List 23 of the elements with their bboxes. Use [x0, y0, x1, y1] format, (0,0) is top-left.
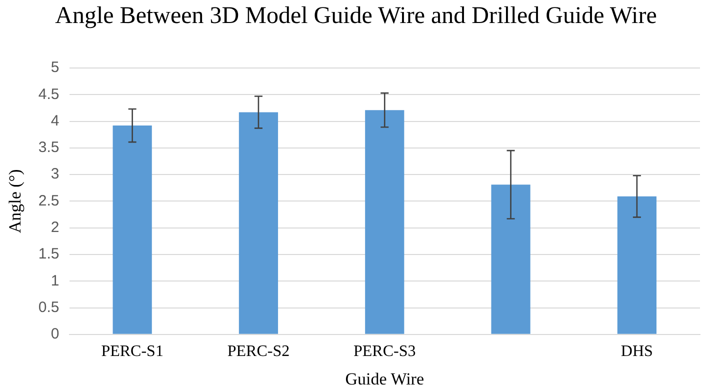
bar [112, 126, 152, 334]
y-tick-label: 2 [50, 218, 60, 236]
y-tick-label: 1 [50, 272, 60, 290]
y-tick-label: 4.5 [38, 86, 60, 103]
y-tick-label: 4 [50, 112, 60, 130]
x-tick-label: PERC-S1 [101, 343, 164, 360]
bar [491, 184, 530, 334]
y-tick-label: 3 [50, 166, 60, 183]
y-tick-label: 2.5 [38, 192, 60, 210]
y-axis-title: Angle (°) [6, 169, 25, 234]
x-tick-label: PERC-S2 [227, 343, 290, 360]
y-tick-label: 3.5 [38, 139, 60, 156]
y-tick-label: 5 [50, 59, 60, 76]
y-tick-label: 0 [50, 326, 60, 343]
y-tick-label: 1.5 [38, 246, 60, 263]
bar [365, 110, 404, 334]
x-axis-title: Guide Wire [345, 369, 424, 388]
chart-title: Angle Between 3D Model Guide Wire and Drilled Guide Wire [54, 2, 658, 30]
bar [617, 196, 656, 334]
bar [238, 112, 278, 334]
x-tick-label: DHS [620, 343, 653, 360]
y-tick-label: 0.5 [38, 298, 60, 316]
x-tick-label: PERC-S3 [354, 343, 416, 360]
